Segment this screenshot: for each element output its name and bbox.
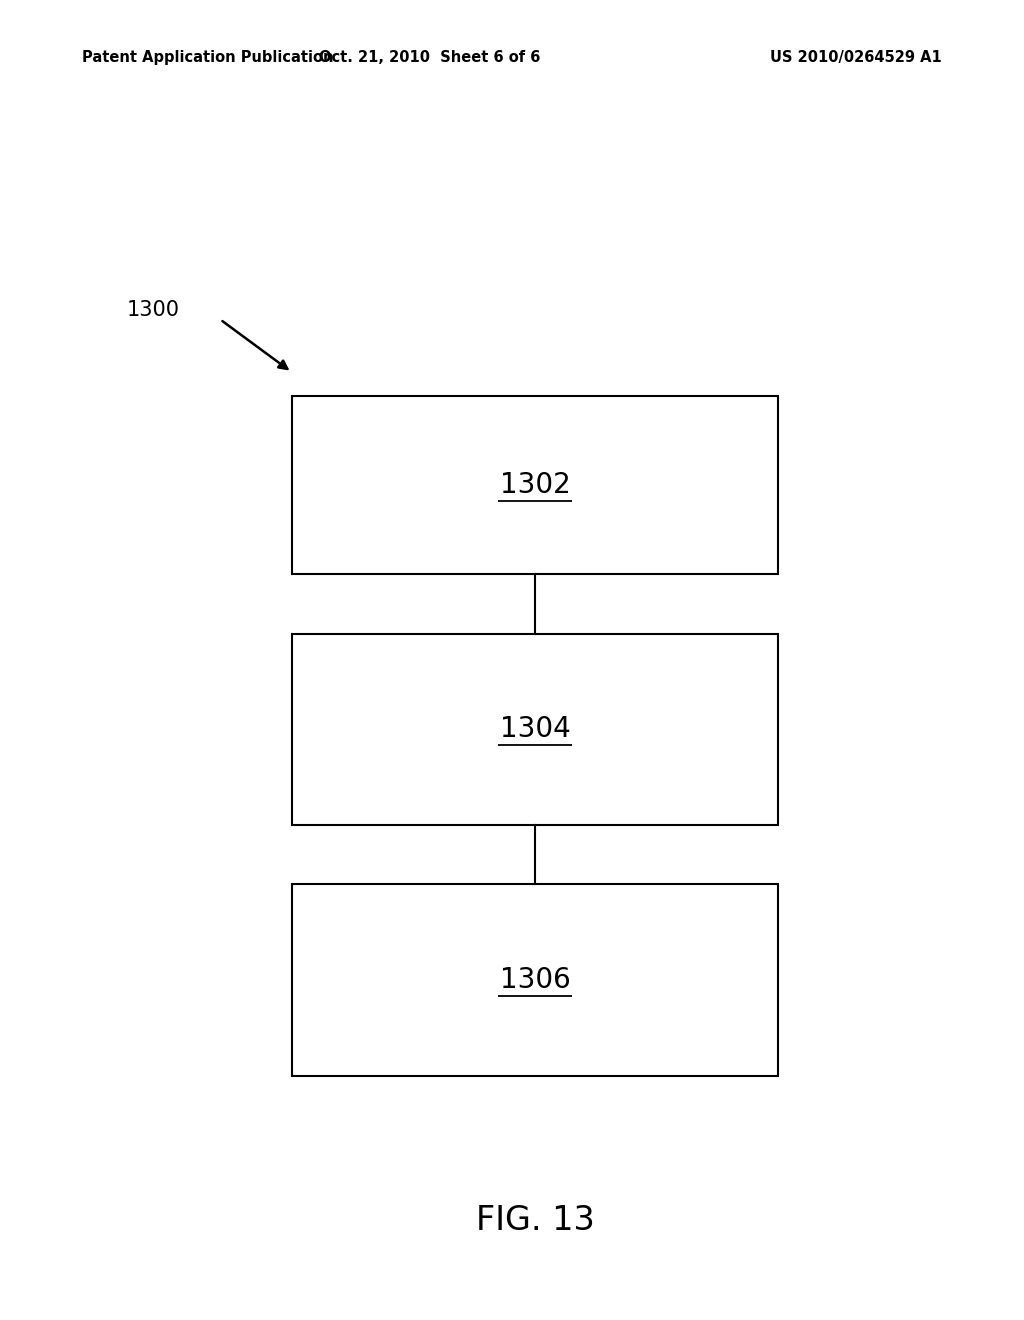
Text: Patent Application Publication: Patent Application Publication: [82, 50, 334, 65]
Text: FIG. 13: FIG. 13: [476, 1204, 594, 1238]
Bar: [292, 884, 778, 1076]
Text: Oct. 21, 2010  Sheet 6 of 6: Oct. 21, 2010 Sheet 6 of 6: [319, 50, 541, 65]
Text: 1300: 1300: [126, 300, 179, 321]
Text: US 2010/0264529 A1: US 2010/0264529 A1: [770, 50, 942, 65]
Text: 1306: 1306: [500, 966, 570, 994]
Text: 1304: 1304: [500, 715, 570, 743]
Text: 1302: 1302: [500, 471, 570, 499]
Bar: [292, 634, 778, 825]
Bar: [292, 396, 778, 574]
